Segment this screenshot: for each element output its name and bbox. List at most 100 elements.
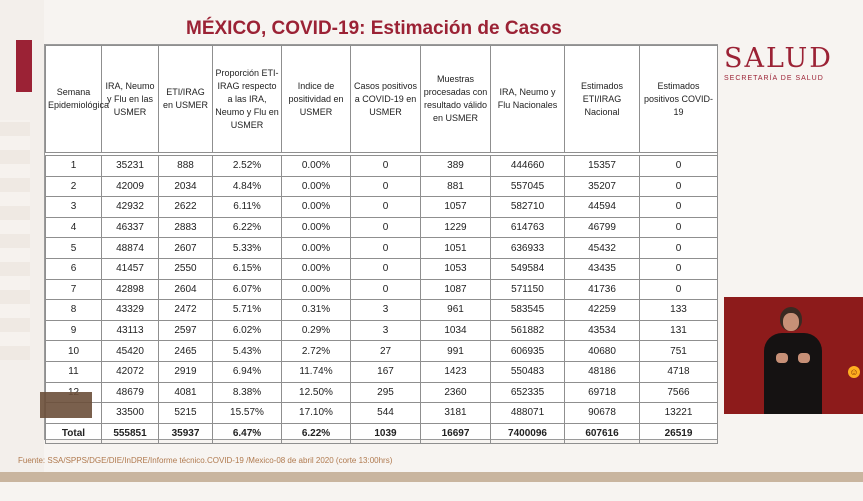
- table-cell: 48679: [101, 381, 159, 404]
- table-header-row: Semana Epidemiológica IRA, Neumo y Flu e…: [45, 45, 718, 153]
- table-cell: 42259: [564, 299, 640, 321]
- table-cell: 295: [350, 381, 421, 404]
- col-header: Muestras procesadas con resultado válido…: [420, 45, 491, 153]
- table-cell: 167: [350, 360, 421, 383]
- table-cell: 41736: [564, 278, 640, 301]
- table-cell: 7: [45, 278, 102, 301]
- source-note: Fuente: SSA/SPPS/DGE/DIE/InDRE/Informe t…: [18, 456, 393, 465]
- col-header: ETI/IRAG en USMER: [158, 45, 213, 153]
- table-cell: 6.22%: [212, 216, 282, 239]
- table-cell: 69718: [564, 381, 640, 404]
- table-row: 10 45420 2465 5.43% 2.72% 27 991 606935 40680 751: [45, 340, 718, 362]
- table-cell: 561882: [490, 319, 565, 342]
- table-cell: 133: [639, 299, 718, 321]
- interpreter-hand-right: [798, 353, 810, 363]
- table-cell: 0.00%: [281, 216, 351, 239]
- table-cell: 4081: [158, 381, 213, 404]
- table-cell: 46799: [564, 216, 640, 239]
- table-cell: 6.15%: [212, 257, 282, 280]
- slide-title: MÉXICO, COVID-19: Estimación de Casos: [186, 18, 562, 39]
- table-cell: 1087: [420, 278, 491, 301]
- table-cell: 8: [45, 299, 102, 321]
- table-cell: 614763: [490, 216, 565, 239]
- col-header: IRA, Neumo y Flu Nacionales: [490, 45, 565, 153]
- table-cell: 389: [420, 155, 491, 177]
- total-cell: 16697: [420, 422, 491, 445]
- table-cell: 42932: [101, 196, 159, 218]
- table-cell: 11.74%: [281, 360, 351, 383]
- table-cell: 6: [45, 257, 102, 280]
- table-cell: 48874: [101, 237, 159, 259]
- table-cell: 544: [350, 402, 421, 424]
- table-cell: 6.11%: [212, 196, 282, 218]
- table-cell: 12.50%: [281, 381, 351, 404]
- interpreter-body: [764, 333, 822, 414]
- table-cell: 2607: [158, 237, 213, 259]
- logo-main-text: SALUD: [724, 43, 833, 74]
- table-cell: 15357: [564, 155, 640, 177]
- col-header: Estimados positivos COVID-19: [639, 45, 718, 153]
- table-cell: 4.84%: [212, 175, 282, 198]
- table-cell: 2604: [158, 278, 213, 301]
- total-cell: 7400096: [490, 422, 565, 445]
- table-cell: 1: [45, 155, 102, 177]
- table-cell: 582710: [490, 196, 565, 218]
- table-cell: 0: [639, 237, 718, 259]
- table-row: 7 42898 2604 6.07% 0.00% 0 1087 571150 41736 0: [45, 278, 718, 301]
- logo-sub-text: SECRETARÍA DE SALUD: [724, 75, 824, 82]
- reaction-emoji-icon: ☺: [848, 366, 860, 378]
- col-header: Estimados ETI/IRAG Nacional: [564, 45, 640, 153]
- table-cell: 44594: [564, 196, 640, 218]
- cases-table-container: Semana Epidemiológica IRA, Neumo y Flu e…: [44, 44, 718, 445]
- table-cell: 90678: [564, 402, 640, 424]
- sign-language-interpreter-video: [724, 297, 863, 414]
- table-cell: 0.00%: [281, 196, 351, 218]
- total-cell: 555851: [101, 422, 159, 445]
- table-spacer-row: [45, 152, 718, 156]
- table-cell: 0.00%: [281, 175, 351, 198]
- table-cell: 3: [45, 196, 102, 218]
- table-cell: 35231: [101, 155, 159, 177]
- table-cell: 1051: [420, 237, 491, 259]
- table-cell: 2.52%: [212, 155, 282, 177]
- table-cell: 27: [350, 340, 421, 362]
- table-row: 4 46337 2883 6.22% 0.00% 0 1229 614763 46799 0: [45, 216, 718, 239]
- table-cell: 1057: [420, 196, 491, 218]
- table-cell: 5.71%: [212, 299, 282, 321]
- table-cell: 881: [420, 175, 491, 198]
- total-cell: 6.47%: [212, 422, 282, 445]
- table-cell: 0: [350, 216, 421, 239]
- table-cell: 550483: [490, 360, 565, 383]
- table-cell: 43534: [564, 319, 640, 342]
- table-cell: 571150: [490, 278, 565, 301]
- table-row: 3 42932 2622 6.11% 0.00% 0 1057 582710 44594 0: [45, 196, 718, 218]
- total-cell: 26519: [639, 422, 718, 445]
- table-cell: 8.38%: [212, 381, 282, 404]
- cases-table: Semana Epidemiológica IRA, Neumo y Flu e…: [45, 45, 718, 445]
- table-cell: 652335: [490, 381, 565, 404]
- table-row: 11 42072 2919 6.94% 11.74% 167 1423 550483 48186…: [45, 360, 718, 383]
- col-header: Indice de positividad en USMER: [281, 45, 351, 153]
- table-cell: 1034: [420, 319, 491, 342]
- col-header: Proporción ETI-IRAG respecto a las IRA, …: [212, 45, 282, 153]
- table-cell: 751: [639, 340, 718, 362]
- table-cell: 45432: [564, 237, 640, 259]
- table-cell: 0: [639, 257, 718, 280]
- table-cell: 2465: [158, 340, 213, 362]
- table-cell: 15.57%: [212, 402, 282, 424]
- table-cell: 3181: [420, 402, 491, 424]
- table-cell: 6.02%: [212, 319, 282, 342]
- table-cell: 7566: [639, 381, 718, 404]
- table-cell: 6.07%: [212, 278, 282, 301]
- table-cell: 488071: [490, 402, 565, 424]
- table-cell: 0: [350, 237, 421, 259]
- table-cell: 0: [350, 257, 421, 280]
- table-total-row: Total 555851 35937 6.47% 6.22% 1039 16697 74000…: [45, 422, 718, 445]
- table-cell: 0: [639, 196, 718, 218]
- table-cell: 41457: [101, 257, 159, 280]
- table-cell: 13221: [639, 402, 718, 424]
- table-cell: 9: [45, 319, 102, 342]
- table-cell: 444660: [490, 155, 565, 177]
- table-cell: 606935: [490, 340, 565, 362]
- accent-bar: [16, 40, 32, 92]
